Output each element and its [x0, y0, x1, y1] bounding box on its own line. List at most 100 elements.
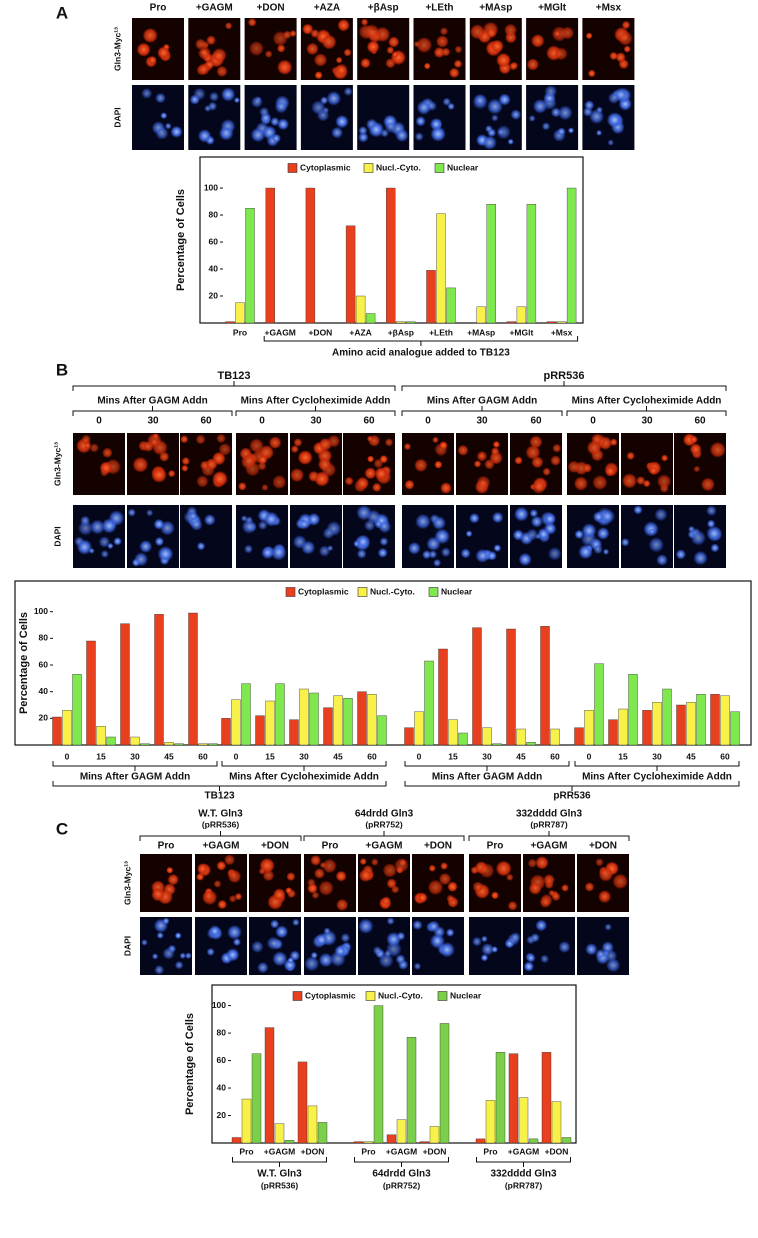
group-sublabel: (pRR787): [530, 819, 567, 829]
cell: [427, 879, 444, 896]
x-tick-label: 15: [265, 751, 275, 761]
bar: [550, 728, 560, 746]
x-tick-label: +LEth: [429, 327, 453, 337]
bar: [618, 708, 628, 746]
cell: [428, 864, 436, 872]
cell: [447, 881, 458, 892]
bar: [274, 1123, 285, 1144]
cell: [439, 941, 455, 958]
cell: [531, 34, 545, 48]
bracket: [72, 381, 396, 391]
cell: [433, 46, 445, 58]
column-label: 0: [425, 416, 431, 427]
row-label: DAPI: [52, 526, 62, 546]
cell: [602, 548, 610, 555]
cell: [184, 952, 192, 960]
bar: [241, 683, 251, 746]
cell: [595, 858, 604, 867]
legend-label: Nucl.-Cyto.: [378, 990, 423, 1000]
cell: [271, 133, 281, 144]
cell: [693, 550, 708, 566]
cell: [98, 536, 111, 548]
bar: [696, 694, 706, 746]
x-tick-label: 45: [516, 751, 526, 761]
cell: [358, 132, 369, 143]
cell: [276, 44, 286, 53]
cell: [141, 87, 153, 99]
cell: [259, 106, 270, 117]
cell: [446, 894, 455, 903]
cell: [150, 438, 159, 447]
bar: [130, 736, 140, 746]
cell: [598, 867, 614, 882]
cell: [689, 435, 698, 444]
cell: [208, 925, 221, 938]
bar: [377, 715, 387, 746]
bracket: [566, 406, 727, 416]
cell: [320, 96, 329, 105]
column-label: +GAGM: [531, 841, 568, 852]
bar: [264, 1027, 275, 1144]
x-tick-label: +Msx: [551, 327, 573, 337]
cell: [392, 51, 399, 58]
bar: [475, 1138, 486, 1144]
cell: [181, 464, 189, 472]
cell: [554, 47, 568, 61]
column-label: +Msx: [596, 3, 622, 14]
cell: [136, 42, 151, 57]
cell: [358, 918, 374, 934]
cell: [335, 56, 343, 64]
bar: [305, 187, 316, 324]
cell: [656, 554, 668, 566]
cell: [578, 544, 593, 560]
cell: [497, 128, 505, 136]
cell: [423, 62, 431, 70]
cell: [415, 513, 431, 530]
cell: [152, 433, 159, 440]
y-tick-label: 80: [209, 209, 219, 219]
cell: [270, 919, 280, 929]
bracket: [139, 831, 302, 841]
bar: [231, 1137, 242, 1144]
cell: [429, 117, 442, 131]
cell: [198, 46, 212, 60]
cell: [371, 858, 379, 866]
cell: [251, 96, 263, 108]
cell: [232, 938, 241, 947]
cell: [585, 943, 598, 956]
bar: [353, 1141, 364, 1144]
cell: [498, 93, 511, 106]
cell: [174, 932, 182, 940]
bar: [546, 321, 557, 324]
bar: [309, 692, 319, 746]
bar: [406, 1037, 417, 1144]
column-label: 60: [363, 416, 375, 427]
cell: [270, 117, 280, 127]
y-tick-label: 80: [39, 633, 49, 643]
column-label: +LEth: [425, 3, 453, 14]
cell: [331, 126, 344, 139]
column-label: 60: [530, 416, 542, 427]
cell: [532, 98, 548, 114]
cell: [415, 116, 426, 127]
cell: [146, 509, 154, 517]
legend-swatch: [357, 587, 368, 597]
cell: [388, 36, 400, 48]
column-label: Pro: [487, 841, 504, 852]
cell: [151, 467, 167, 483]
bar: [72, 674, 82, 746]
cell: [155, 126, 169, 140]
cell: [113, 537, 122, 546]
subgroup-label: Mins After Cycloheximide Addn: [241, 396, 391, 407]
cell: [170, 125, 183, 138]
bar: [485, 1100, 496, 1144]
cell: [160, 112, 168, 120]
x-tick-label: +MGlt: [509, 327, 533, 337]
cell: [592, 475, 608, 491]
bar: [62, 710, 72, 746]
legend-swatch: [292, 991, 303, 1001]
cell: [356, 548, 367, 559]
x-tick-label: +DON: [301, 1146, 325, 1156]
bracket: [221, 761, 387, 771]
supergroup-label: pRR536: [553, 791, 591, 802]
